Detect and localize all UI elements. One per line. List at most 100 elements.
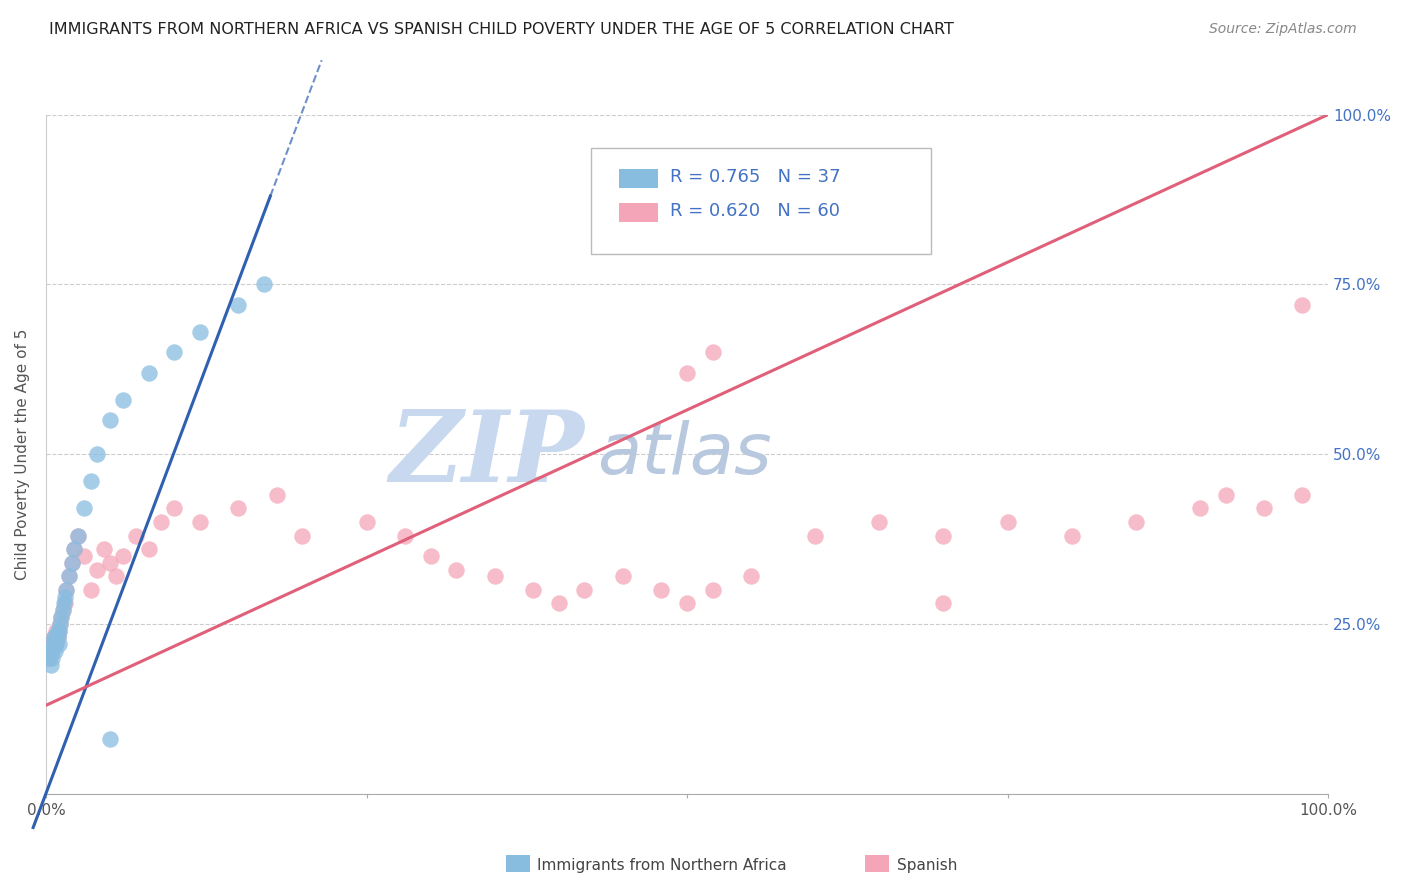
Point [676,366,699,380]
Y-axis label: Child Poverty Under the Age of 5: Child Poverty Under the Age of 5 [15,328,30,580]
Point [394,528,416,542]
Point [73,549,96,563]
Point [39,637,62,651]
Point [51,610,73,624]
Point [1291,298,1313,312]
Point [39,657,62,672]
Point [98,413,121,427]
Point [1253,501,1275,516]
Point [111,549,134,563]
Point [356,515,378,529]
Point [38,650,60,665]
Text: Immigrants from Northern Africa: Immigrants from Northern Africa [537,858,787,872]
Point [63,542,86,557]
Point [51,610,73,624]
Point [52,603,75,617]
Point [650,582,672,597]
Point [702,582,724,597]
Point [522,582,544,597]
Point [58,569,80,583]
Point [1188,501,1211,516]
Point [63,542,86,557]
Point [45,624,67,638]
Point [58,569,80,583]
Point [45,631,67,645]
Point [41,644,63,658]
Point [291,528,314,542]
Point [41,637,63,651]
Point [46,631,69,645]
Point [55,582,77,597]
Point [66,528,89,542]
Point [52,603,75,617]
Point [574,582,596,597]
Point [46,631,69,645]
Point [44,637,66,651]
Text: Source: ZipAtlas.com: Source: ZipAtlas.com [1209,22,1357,37]
Text: R = 0.620   N = 60: R = 0.620 N = 60 [671,202,841,220]
Point [93,542,115,557]
Point [446,562,468,576]
Point [48,637,70,651]
Point [105,569,128,583]
Point [1291,488,1313,502]
Point [188,325,211,339]
Point [80,582,103,597]
Point [86,447,108,461]
Point [44,644,66,658]
Point [41,650,63,665]
Point [804,528,827,542]
Point [42,631,65,645]
Point [163,501,186,516]
Point [150,515,173,529]
Point [125,528,148,542]
Point [42,637,65,651]
Point [39,644,62,658]
FancyBboxPatch shape [619,202,658,222]
Point [1125,515,1147,529]
Point [547,597,569,611]
Point [138,366,160,380]
Point [48,624,70,638]
Point [266,488,288,502]
Point [612,569,634,583]
Point [45,637,67,651]
Point [86,562,108,576]
Point [419,549,441,563]
Point [38,644,60,658]
Text: R = 0.765   N = 37: R = 0.765 N = 37 [671,168,841,186]
Point [46,624,69,638]
Point [868,515,890,529]
Text: atlas: atlas [598,419,772,489]
Point [44,637,66,651]
Point [932,528,955,542]
Point [66,528,89,542]
Point [98,732,121,747]
Point [49,616,72,631]
Text: IMMIGRANTS FROM NORTHERN AFRICA VS SPANISH CHILD POVERTY UNDER THE AGE OF 5 CORR: IMMIGRANTS FROM NORTHERN AFRICA VS SPANI… [49,22,955,37]
Text: ZIP: ZIP [389,406,585,502]
Point [226,298,249,312]
Point [48,624,70,638]
Point [60,556,83,570]
Point [38,650,60,665]
Text: Spanish: Spanish [897,858,957,872]
Point [49,616,72,631]
Point [60,556,83,570]
Point [188,515,211,529]
Point [52,597,75,611]
Point [38,637,60,651]
Point [73,501,96,516]
Point [932,597,955,611]
Point [676,597,699,611]
Point [111,392,134,407]
Point [42,631,65,645]
Point [702,345,724,359]
Point [53,597,76,611]
Point [1060,528,1083,542]
FancyBboxPatch shape [591,148,931,253]
Point [80,475,103,489]
Point [53,590,76,604]
Point [484,569,506,583]
FancyBboxPatch shape [619,169,658,188]
